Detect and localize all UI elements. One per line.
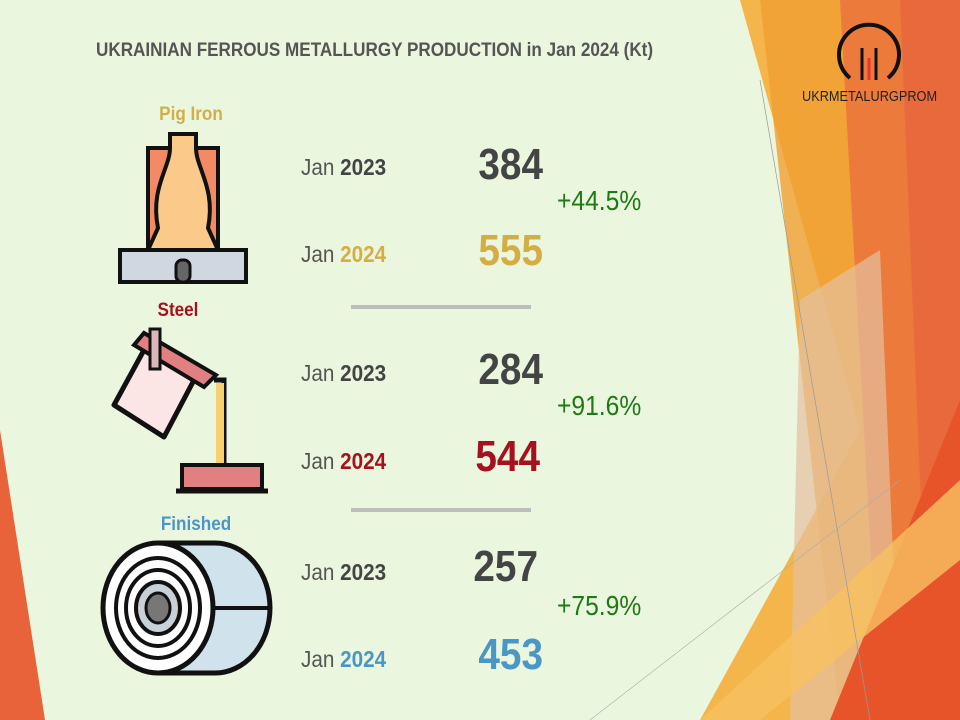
- cur-value-steel: 544: [475, 432, 540, 481]
- cur-value-finished: 453: [478, 630, 543, 679]
- page-title: UKRAINIAN FERROUS METALLURGY PRODUCTION …: [96, 40, 654, 61]
- cur-period-label: Jan 2024: [301, 646, 387, 672]
- change-finished: +75.9%: [557, 590, 642, 621]
- prev-period-label: Jan 2023: [301, 559, 387, 585]
- steel-coil-icon: [100, 540, 273, 676]
- prev-value-pig-iron: 384: [478, 140, 543, 189]
- prev-period-label: Jan 2023: [301, 360, 387, 386]
- ukrmetalurgprom-logo-icon: [837, 22, 901, 80]
- section-label-steel: Steel: [157, 300, 199, 321]
- prev-value-finished: 257: [473, 542, 538, 591]
- ladle-icon: [111, 327, 268, 494]
- blast-furnace-icon: [118, 132, 248, 284]
- section-label-pig-iron: Pig Iron: [159, 104, 223, 125]
- change-steel: +91.6%: [557, 390, 642, 421]
- section-label-finished: Finished: [160, 514, 232, 535]
- prev-value-steel: 284: [478, 345, 543, 394]
- cur-period-label: Jan 2024: [301, 241, 387, 267]
- divider: [351, 305, 531, 309]
- cur-period-label: Jan 2024: [301, 448, 387, 474]
- cur-value-pig-iron: 555: [478, 226, 543, 275]
- divider: [351, 508, 531, 512]
- logo-text: UKRMETALURGPROM: [802, 88, 938, 105]
- change-pig-iron: +44.5%: [557, 185, 642, 216]
- prev-period-label: Jan 2023: [301, 154, 387, 180]
